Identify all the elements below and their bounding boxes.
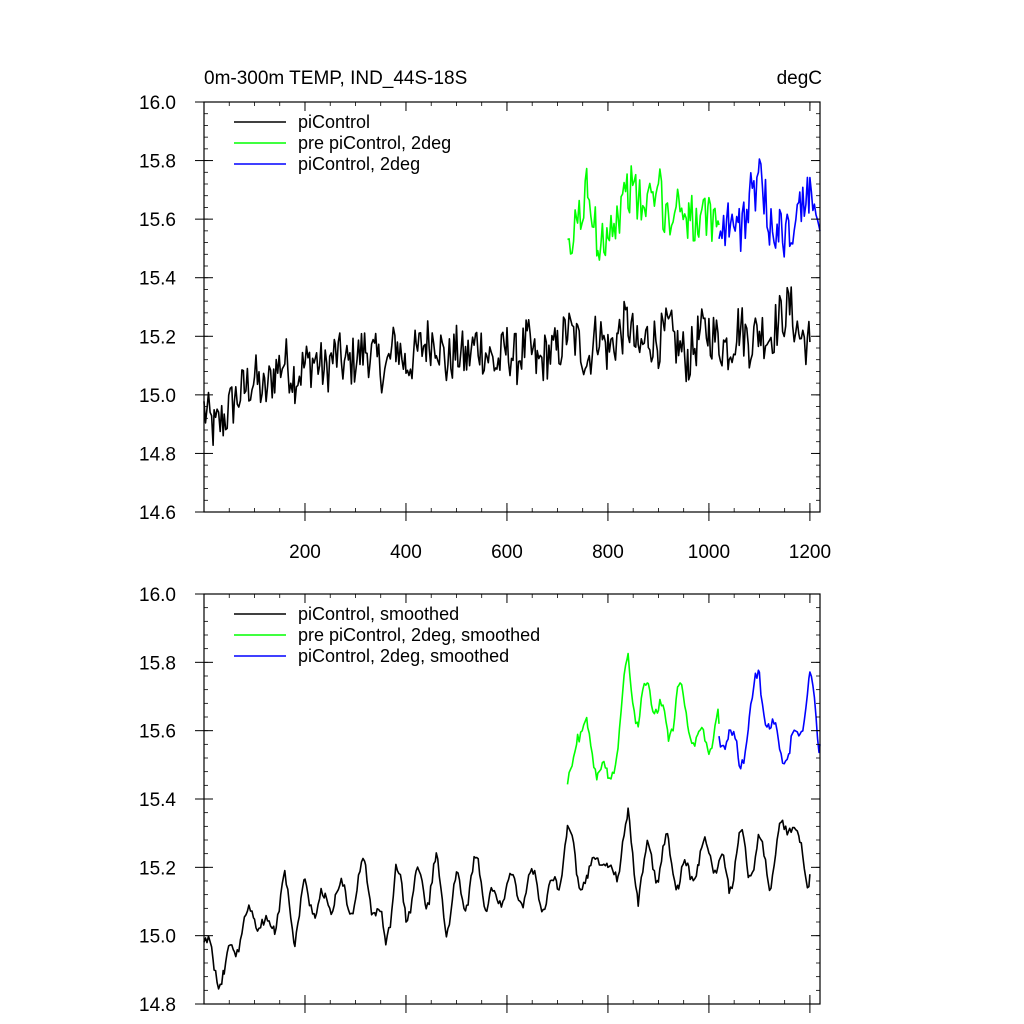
y-tick-label: 15.0 (139, 927, 176, 948)
chart-units-label: degC (777, 68, 822, 89)
x-tick-label: 1200 (789, 542, 831, 563)
series-line (203, 807, 811, 990)
y-tick-label: 15.4 (139, 790, 176, 811)
y-tick-label: 15.6 (139, 722, 176, 743)
axis-ticks-layer: 14.8 15.0 15.2 15.4 15.6 15.8 16.0 (139, 585, 820, 1016)
panel-series-layer (203, 652, 821, 990)
y-tick-label: 15.0 (139, 386, 176, 407)
series-line (566, 652, 720, 785)
legend-label: piControl, smoothed (298, 604, 459, 624)
x-tick-label: 800 (592, 542, 624, 563)
plot-frame (203, 101, 821, 513)
y-tick-label: 15.4 (139, 269, 176, 290)
series-line (718, 158, 821, 258)
y-tick-label: 14.8 (139, 995, 176, 1016)
legend-label: piControl, 2deg (298, 154, 420, 174)
x-tick-label: 600 (491, 542, 523, 563)
chart-panel-temp-smoothed: 14.8 15.0 15.2 15.4 15.6 15.8 16.0 piControl, … (139, 585, 821, 1016)
y-tick-label: 15.8 (139, 152, 176, 173)
series-line (718, 669, 821, 770)
y-tick-label: 15.2 (139, 858, 176, 879)
y-tick-label: 16.0 (139, 93, 176, 114)
legend-label: pre piControl, 2deg, smoothed (298, 625, 540, 645)
axis-ticks-layer: 14.6 14.8 15.0 15.2 15.4 15.6 15.8 16.0 200 400 60… (139, 93, 831, 563)
chart-title: 0m-300m TEMP, IND_44S-18S (204, 68, 467, 89)
x-tick-label: 400 (390, 542, 422, 563)
y-tick-label: 16.0 (139, 585, 176, 606)
series-line (567, 165, 720, 261)
y-tick-label: 15.2 (139, 327, 176, 348)
legend-label: piControl (298, 112, 370, 132)
chart-panel-temp: 0m-300m TEMP, IND_44S-18S degC 14.614.81… (139, 68, 831, 563)
series-line (203, 286, 811, 446)
plot-frame (203, 593, 821, 1005)
y-tick-label: 14.6 (139, 503, 176, 524)
x-tick-label: 1000 (688, 542, 730, 563)
legend-label: pre piControl, 2deg (298, 133, 451, 153)
panel-series-layer (203, 158, 821, 446)
legend-label: piControl, 2deg, smoothed (298, 646, 509, 666)
y-tick-label: 15.8 (139, 653, 176, 674)
y-tick-label: 15.6 (139, 210, 176, 231)
x-tick-label: 200 (289, 542, 321, 563)
y-tick-label: 14.8 (139, 444, 176, 465)
